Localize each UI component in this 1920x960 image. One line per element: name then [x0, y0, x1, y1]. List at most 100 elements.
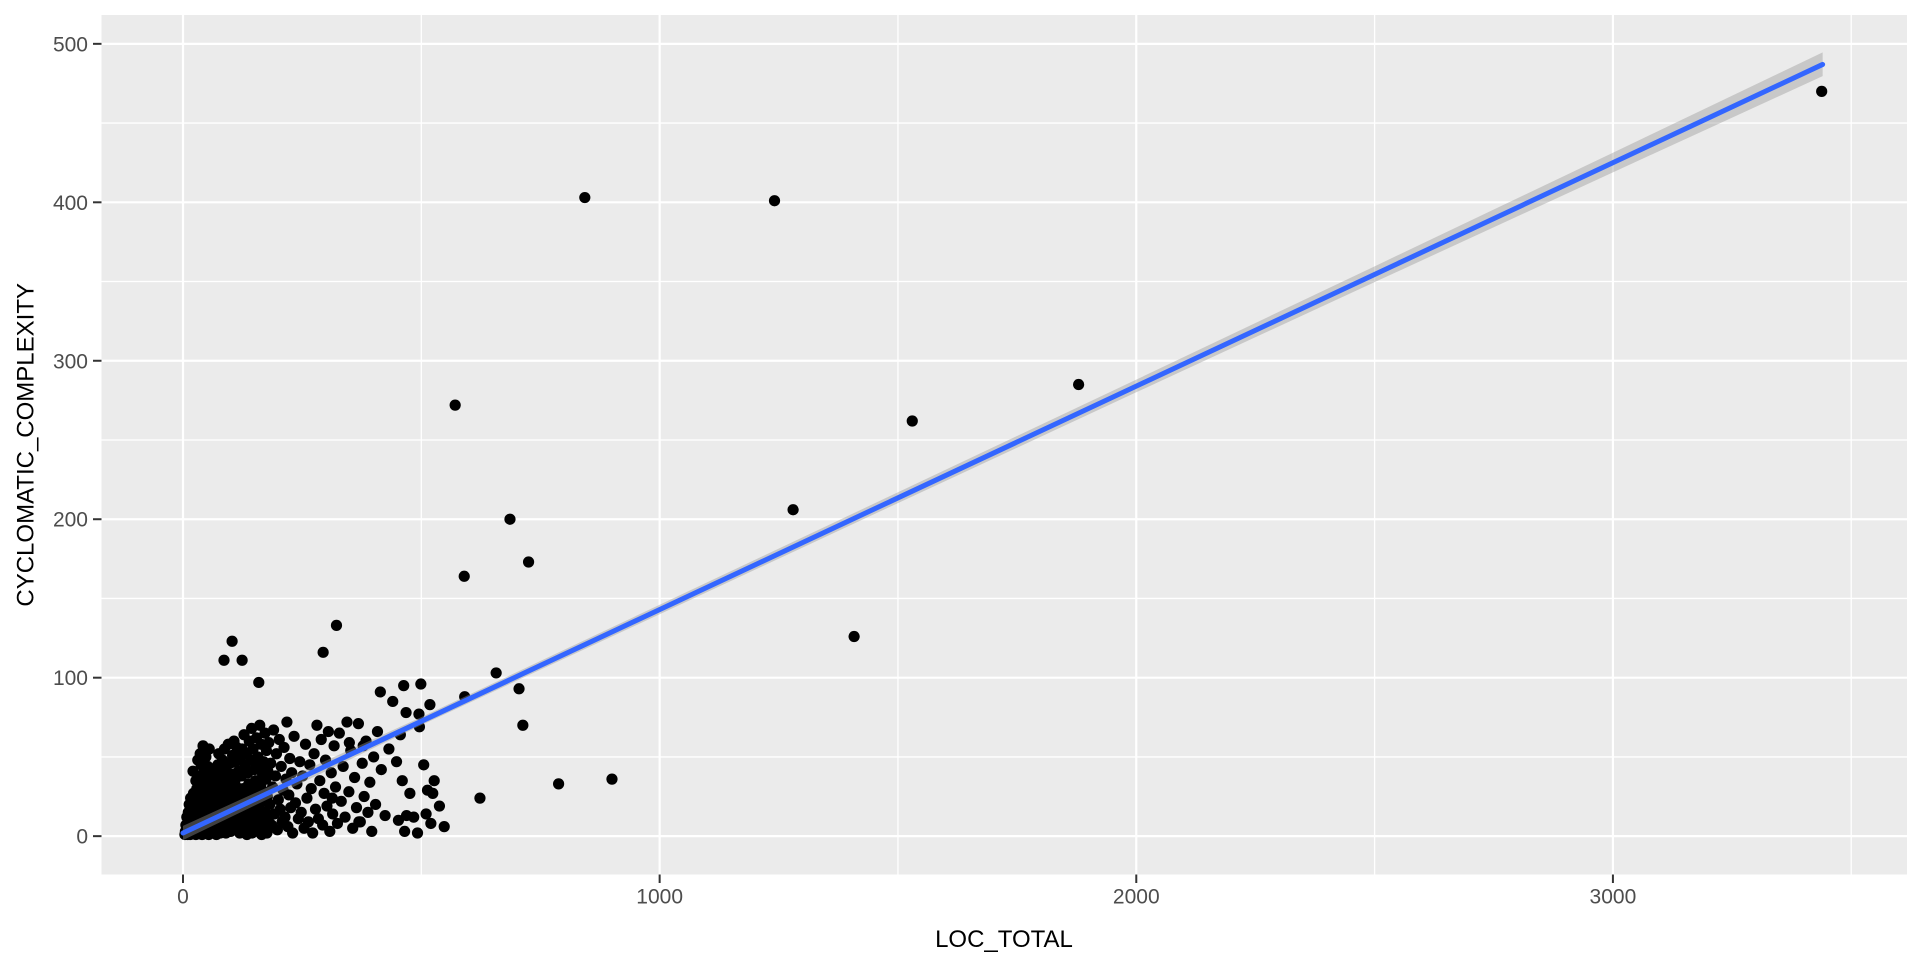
data-point: [218, 654, 230, 666]
data-point: [287, 827, 299, 839]
data-point: [326, 792, 338, 804]
data-point: [768, 195, 781, 207]
data-point: [474, 792, 486, 804]
y-tick-label: 200: [53, 509, 88, 532]
x-tick-label: 1000: [636, 886, 683, 909]
data-point: [341, 716, 353, 728]
data-point: [339, 811, 351, 823]
data-point: [270, 748, 283, 760]
data-point: [253, 676, 265, 689]
data-point: [317, 819, 329, 831]
data-point: [1073, 378, 1085, 391]
data-point: [424, 699, 436, 711]
data-point: [267, 724, 280, 736]
axis-tick-labels: 0 1000 2000 3000 0 100 200 300 400 500: [53, 33, 1636, 908]
data-point: [325, 767, 337, 779]
data-point: [308, 748, 320, 760]
data-point: [307, 827, 319, 839]
data-point: [375, 763, 387, 776]
major-gridlines: [101, 15, 1907, 875]
data-point: [327, 808, 339, 820]
y-tick-label: 400: [53, 192, 88, 215]
regression-line: [180, 61, 1826, 836]
data-point: [278, 741, 290, 754]
data-point: [352, 718, 365, 730]
data-point: [281, 716, 293, 728]
data-point: [438, 821, 450, 833]
data-point: [433, 800, 446, 812]
data-point: [314, 775, 326, 787]
minor-gridlines: [101, 15, 1907, 875]
data-point: [449, 399, 461, 411]
data-point: [400, 809, 413, 822]
x-tick-label: 2000: [1113, 886, 1160, 909]
data-point: [284, 752, 296, 765]
data-point: [513, 683, 525, 695]
data-point: [369, 798, 382, 811]
data-point: [295, 806, 307, 818]
data-point: [415, 678, 427, 690]
data-point: [348, 771, 361, 784]
data-point: [364, 776, 376, 788]
data-point: [337, 760, 349, 773]
data-point: [428, 775, 440, 787]
data-point: [1816, 85, 1828, 97]
y-tick-label: 500: [53, 33, 88, 56]
data-point: [368, 751, 380, 763]
data-point: [190, 775, 202, 787]
data-point: [411, 827, 424, 839]
data-point: [374, 686, 386, 698]
data-point: [552, 778, 565, 790]
data-point: [413, 708, 425, 720]
data-point: [343, 737, 355, 749]
data-point: [259, 727, 271, 739]
data-point: [458, 570, 470, 582]
data-point: [522, 556, 535, 568]
data-point: [329, 781, 342, 793]
data-point: [194, 748, 206, 760]
data-point: [272, 794, 284, 806]
data-point: [331, 817, 344, 830]
data-point: [396, 775, 408, 787]
data-point: [286, 767, 298, 779]
data-point: [399, 825, 411, 837]
data-point: [379, 809, 391, 822]
data-point: [427, 787, 439, 799]
axis-tick-marks: [93, 42, 1614, 883]
data-point: [236, 654, 248, 666]
data-point: [328, 740, 340, 752]
data-point: [606, 773, 618, 785]
data-point: [400, 706, 412, 719]
data-point: [358, 790, 370, 803]
data-point: [269, 770, 282, 782]
y-axis-title: CYCLOMATIC_COMPLEXITY: [13, 283, 40, 607]
data-point: [343, 786, 355, 798]
data-point: [254, 719, 266, 731]
data-point: [353, 816, 365, 828]
data-point: [398, 680, 410, 692]
data-point: [517, 719, 529, 731]
data-point: [848, 630, 860, 643]
data-point: [579, 191, 591, 204]
data-point: [425, 817, 437, 830]
data-point: [318, 787, 330, 799]
data-point: [335, 795, 347, 807]
data-point: [371, 725, 384, 738]
data-point: [333, 727, 345, 739]
data-point: [420, 808, 432, 820]
x-tick-label: 0: [177, 886, 189, 909]
data-point: [321, 800, 333, 812]
data-point: [392, 814, 405, 826]
data-point: [330, 619, 343, 631]
data-point: [404, 787, 416, 799]
data-point: [294, 756, 306, 768]
data-point: [504, 513, 516, 525]
y-tick-label: 100: [53, 667, 88, 690]
data-point: [305, 783, 317, 795]
data-point: [311, 719, 323, 731]
data-point: [275, 760, 287, 773]
data-point: [383, 743, 395, 755]
data-point: [309, 803, 322, 815]
